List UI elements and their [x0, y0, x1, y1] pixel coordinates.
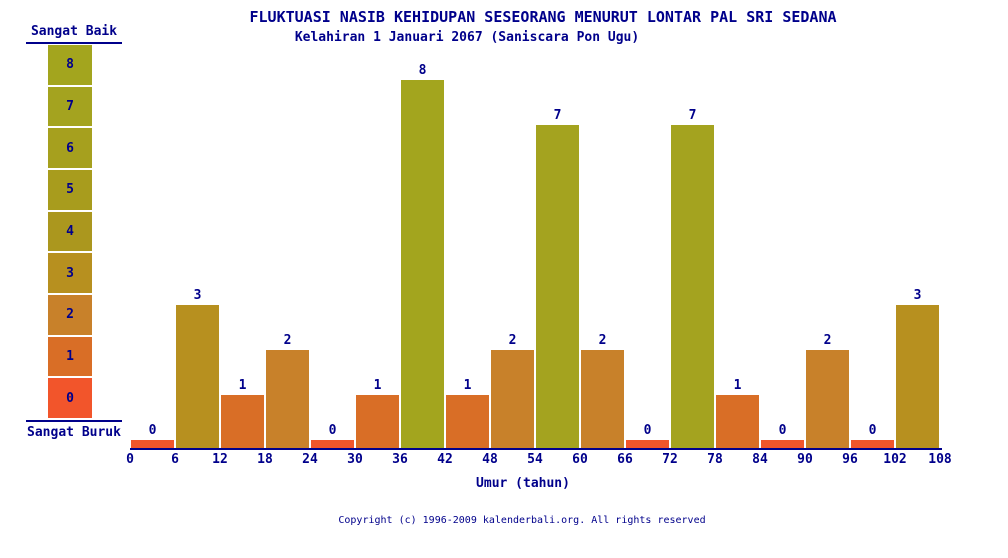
x-tick-30: 30 [347, 452, 363, 467]
x-axis-label: Umur (tahun) [476, 476, 570, 491]
x-tick-66: 66 [617, 452, 633, 467]
bar-slot-18-24: 2 [265, 70, 310, 448]
x-tick-108: 108 [928, 452, 952, 467]
bar-slot-84-90: 0 [760, 70, 805, 448]
bar-age-102-108 [896, 305, 939, 448]
x-tick-72: 72 [662, 452, 678, 467]
bar-slot-42-48: 1 [445, 70, 490, 448]
bar-slot-66-72: 0 [625, 70, 670, 448]
bar-value-label: 3 [913, 288, 922, 303]
x-tick-54: 54 [527, 452, 543, 467]
bar-slot-24-30: 0 [310, 70, 355, 448]
bar-slot-102-108: 3 [895, 70, 940, 448]
bar-value-label: 1 [463, 378, 472, 393]
bar-slot-6-12: 3 [175, 70, 220, 448]
legend-cell-0: 0 [48, 378, 92, 419]
bar-slot-78-84: 1 [715, 70, 760, 448]
copyright-text: Copyright (c) 1996-2009 kalenderbali.org… [338, 515, 706, 526]
bar-age-24-30 [311, 440, 354, 448]
bar-value-label: 0 [643, 423, 652, 438]
bar-slot-96-102: 0 [850, 70, 895, 448]
x-axis-line [130, 448, 942, 450]
x-tick-102: 102 [883, 452, 907, 467]
chart-title: FLUKTUASI NASIB KEHIDUPAN SESEORANG MENU… [249, 8, 837, 26]
bar-value-label: 7 [688, 108, 697, 123]
bar-slot-36-42: 8 [400, 64, 445, 448]
bar-value-label: 0 [328, 423, 337, 438]
bar-value-label: 0 [778, 423, 787, 438]
x-axis-ticks: 0 6 12 18 24 30 36 42 48 54 60 66 72 78 84 90 96 102 108 [126, 452, 952, 468]
x-tick-48: 48 [482, 452, 498, 467]
bar-value-label: 0 [148, 423, 157, 438]
bar-age-18-24 [266, 350, 309, 448]
bar-age-42-48 [446, 395, 489, 448]
bar-value-label: 1 [733, 378, 742, 393]
x-tick-12: 12 [212, 452, 228, 467]
legend-top-label: Sangat Baik [26, 24, 122, 44]
bar-age-0-6 [131, 440, 174, 448]
bar-slot-90-96: 2 [805, 70, 850, 448]
legend-cell-5: 5 [48, 170, 92, 210]
legend-bottom-label: Sangat Buruk [26, 420, 122, 440]
bar-slot-0-6: 0 [130, 70, 175, 448]
legend-cell-2: 2 [48, 295, 92, 335]
bar-age-54-60 [536, 125, 579, 448]
bar-value-label: 1 [238, 378, 247, 393]
bar-value-label: 2 [283, 333, 292, 348]
x-tick-96: 96 [842, 452, 858, 467]
x-tick-60: 60 [572, 452, 588, 467]
legend-cell-4: 4 [48, 211, 92, 252]
bar-age-48-54 [491, 350, 534, 448]
bar-age-90-96 [806, 350, 849, 448]
legend-cell-6: 6 [48, 128, 92, 169]
x-tick-18: 18 [257, 452, 273, 467]
bar-age-84-90 [761, 440, 804, 448]
bar-age-12-18 [221, 395, 264, 448]
legend-cell-1: 1 [48, 336, 92, 377]
x-tick-0: 0 [126, 452, 134, 467]
bar-value-label: 7 [553, 108, 562, 123]
bar-value-label: 1 [373, 378, 382, 393]
x-tick-24: 24 [302, 452, 318, 467]
bar-value-label: 8 [418, 63, 427, 78]
bar-age-60-66 [581, 350, 624, 448]
bar-value-label: 0 [868, 423, 877, 438]
x-tick-6: 6 [171, 452, 179, 467]
bar-value-label: 3 [193, 288, 202, 303]
chart-subtitle: Kelahiran 1 Januari 2067 (Saniscara Pon … [294, 30, 640, 45]
bar-value-label: 2 [823, 333, 832, 348]
bar-age-78-84 [716, 395, 759, 448]
bar-age-30-36 [356, 395, 399, 448]
legend-cell-7: 7 [48, 86, 92, 127]
x-tick-36: 36 [392, 452, 408, 467]
bar-value-label: 2 [508, 333, 517, 348]
bar-age-36-42 [401, 80, 444, 448]
bar-slot-72-78: 7 [670, 70, 715, 448]
x-tick-84: 84 [752, 452, 768, 467]
legend-cell-3: 3 [48, 253, 92, 294]
x-tick-78: 78 [707, 452, 723, 467]
bar-value-label: 2 [598, 333, 607, 348]
bar-slot-12-18: 1 [220, 70, 265, 448]
bar-age-72-78 [671, 125, 714, 448]
bar-age-6-12 [176, 305, 219, 448]
bar-age-96-102 [851, 440, 894, 448]
bar-slot-54-60: 7 [535, 70, 580, 448]
x-tick-90: 90 [797, 452, 813, 467]
x-tick-42: 42 [437, 452, 453, 467]
bar-slot-60-66: 2 [580, 70, 625, 448]
bar-slot-48-54: 2 [490, 70, 535, 448]
bar-slot-30-36: 1 [355, 70, 400, 448]
legend-cell-8: 8 [48, 45, 92, 85]
bar-age-66-72 [626, 440, 669, 448]
